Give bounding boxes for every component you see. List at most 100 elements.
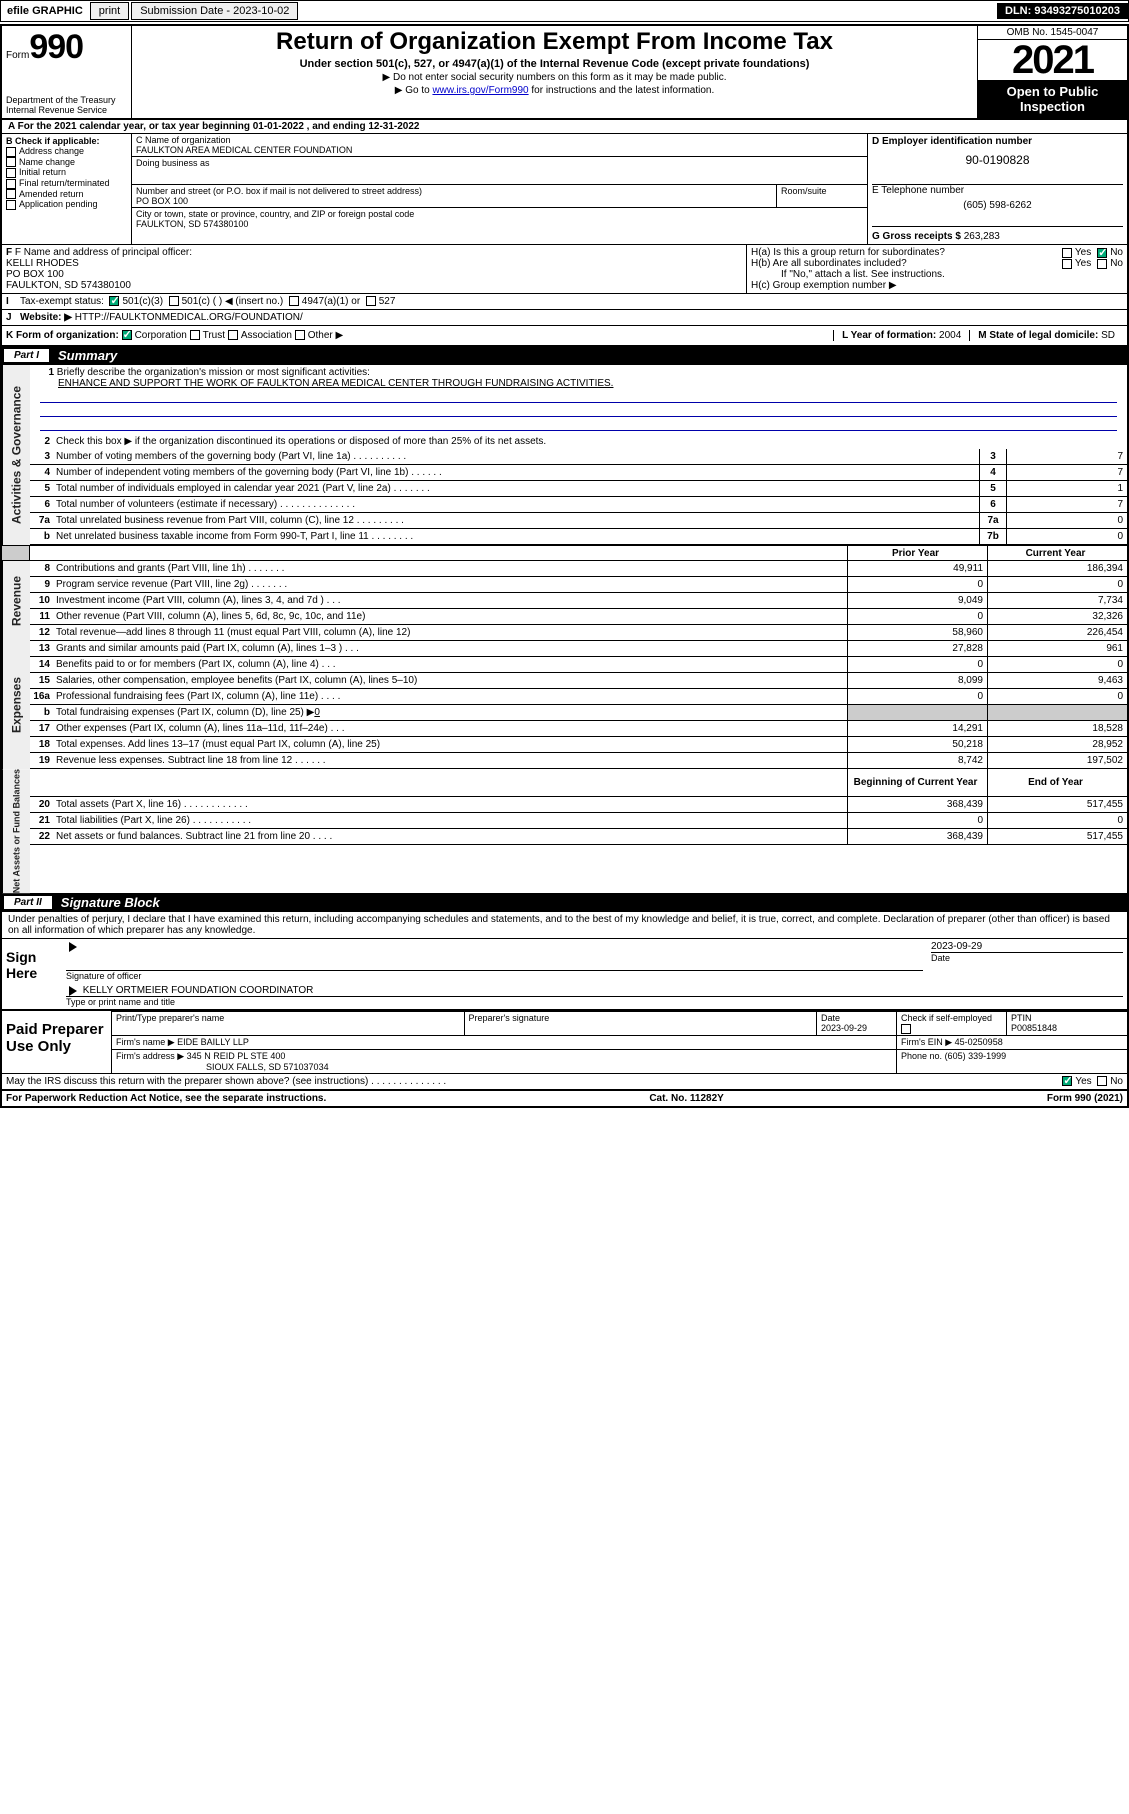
dba-cell: Doing business as	[132, 157, 867, 185]
line-2-discontinued: Check this box ▶ if the organization dis…	[54, 435, 1127, 448]
form-year-box: OMB No. 1545-0047 2021 Open to Public In…	[977, 26, 1127, 118]
line-17-text: Other expenses (Part IX, column (A), lin…	[54, 722, 847, 735]
chk-association[interactable]	[228, 330, 238, 340]
footer-catno: Cat. No. 11282Y	[649, 1093, 723, 1104]
perjury-declaration: Under penalties of perjury, I declare th…	[2, 912, 1127, 938]
chk-trust[interactable]	[190, 330, 200, 340]
firm-phone-label: Phone no.	[901, 1051, 942, 1061]
line-5-value: 1	[1007, 481, 1127, 496]
discuss-no-chk[interactable]	[1097, 1076, 1107, 1086]
line-16b-value: 0	[314, 707, 320, 718]
chk-4947[interactable]	[289, 296, 299, 306]
line-11-text: Other revenue (Part VIII, column (A), li…	[54, 610, 847, 623]
line-19-curr: 197,502	[987, 753, 1127, 768]
line-21-text: Total liabilities (Part X, line 26) . . …	[54, 814, 847, 827]
phone-value: (605) 598-6262	[872, 196, 1123, 215]
line-21-end: 0	[987, 813, 1127, 828]
col-end-year: End of Year	[987, 769, 1127, 796]
line-19-text: Revenue less expenses. Subtract line 18 …	[54, 754, 847, 767]
form-prefix: Form	[6, 50, 29, 61]
line-14-curr: 0	[987, 657, 1127, 672]
vtab-governance: Activities & Governance	[2, 365, 30, 545]
line-22-beg: 368,439	[847, 829, 987, 844]
room-label: Room/suite	[781, 186, 863, 196]
chk-amended-return[interactable]: Amended return	[6, 189, 127, 200]
city-label: City or town, state or province, country…	[136, 209, 863, 219]
part-1-header: Part I Summary	[2, 346, 1127, 365]
part-1-label: Part I	[3, 348, 50, 363]
line-7b-value: 0	[1007, 529, 1127, 544]
part-2-header: Part II Signature Block	[2, 893, 1127, 912]
form-id-box: Form990 Department of the Treasury Inter…	[2, 26, 132, 118]
expenses-section: Expenses 13Grants and similar amounts pa…	[2, 641, 1127, 769]
chk-501c[interactable]	[169, 296, 179, 306]
line-16b-text: Total fundraising expenses (Part IX, col…	[56, 707, 314, 718]
chk-501c3[interactable]	[109, 296, 119, 306]
line-7a-value: 0	[1007, 513, 1127, 528]
arrow-icon	[69, 942, 77, 952]
vtab-net-assets: Net Assets or Fund Balances	[2, 769, 30, 893]
firm-ein-label: Firm's EIN ▶	[901, 1037, 952, 1047]
chk-app-pending[interactable]: Application pending	[6, 199, 127, 210]
line-4-text: Number of independent voting members of …	[54, 466, 979, 479]
h-a-no-chk[interactable]	[1097, 248, 1107, 258]
box-c-org-info: C Name of organization FAULKTON AREA MED…	[132, 134, 867, 245]
h-b-no-chk[interactable]	[1097, 259, 1107, 269]
print-button[interactable]: print	[90, 2, 129, 20]
chk-initial-return[interactable]: Initial return	[6, 167, 127, 178]
firm-phone-value: (605) 339-1999	[945, 1051, 1007, 1061]
line-12-curr: 226,454	[987, 625, 1127, 640]
revenue-section: Revenue 8Contributions and grants (Part …	[2, 561, 1127, 641]
chk-corporation[interactable]	[122, 330, 132, 340]
section-bcd-row: B Check if applicable: Address change Na…	[2, 134, 1127, 245]
ein-label: D Employer identification number	[872, 136, 1123, 147]
sign-date-label: Date	[931, 952, 1123, 963]
note2-post: for instructions and the latest informat…	[529, 85, 715, 96]
line-16a-curr: 0	[987, 689, 1127, 704]
prep-date-label: Date	[821, 1013, 892, 1023]
line-6-value: 7	[1007, 497, 1127, 512]
chk-527[interactable]	[366, 296, 376, 306]
line-10-text: Investment income (Part VIII, column (A)…	[54, 594, 847, 607]
ptin-value: P00851848	[1011, 1023, 1123, 1033]
open-public-inspection: Open to Public Inspection	[978, 80, 1127, 118]
chk-other[interactable]	[295, 330, 305, 340]
chk-final-return[interactable]: Final return/terminated	[6, 178, 127, 189]
box-b-header: B Check if applicable:	[6, 136, 127, 146]
officer-print-name: KELLY ORTMEIER FOUNDATION COORDINATOR	[83, 985, 314, 996]
chk-self-employed[interactable]: Check if self-employed	[901, 1013, 992, 1033]
h-a-yes-chk[interactable]	[1062, 248, 1072, 258]
discuss-preparer-text: May the IRS discuss this return with the…	[6, 1076, 1062, 1087]
irs-label: Internal Revenue Service	[6, 105, 127, 115]
footer-paperwork: For Paperwork Reduction Act Notice, see …	[6, 1093, 326, 1104]
prep-date-value: 2023-09-29	[821, 1023, 892, 1033]
form-title-box: Return of Organization Exempt From Incom…	[132, 26, 977, 118]
irs-form990-link[interactable]: www.irs.gov/Form990	[432, 85, 528, 96]
sign-here-label: Sign Here	[2, 939, 62, 1009]
firm-addr1-value: 345 N REID PL STE 400	[187, 1051, 286, 1061]
line-4-value: 7	[1007, 465, 1127, 480]
form-header-row: Form990 Department of the Treasury Inter…	[2, 26, 1127, 120]
line-13-curr: 961	[987, 641, 1127, 656]
line-15-text: Salaries, other compensation, employee b…	[54, 674, 847, 687]
col-current-year: Current Year	[987, 546, 1127, 560]
chk-address-change[interactable]: Address change	[6, 146, 127, 157]
gross-receipts-value: 263,283	[964, 231, 1000, 242]
officer-addr1: PO BOX 100	[6, 269, 742, 280]
line-8-curr: 186,394	[987, 561, 1127, 576]
chk-name-change[interactable]: Name change	[6, 157, 127, 168]
part-2-label: Part II	[3, 895, 53, 910]
line-16b-curr-grey	[987, 705, 1127, 720]
line-18-prior: 50,218	[847, 737, 987, 752]
box-b-check-applicable: B Check if applicable: Address change Na…	[2, 134, 132, 245]
officer-name: KELLI RHODES	[6, 258, 742, 269]
prep-sig-label: Preparer's signature	[469, 1013, 813, 1023]
line-a-tax-year: A For the 2021 calendar year, or tax yea…	[2, 120, 1127, 134]
h-b-yes-chk[interactable]	[1062, 259, 1072, 269]
discuss-yes-chk[interactable]	[1062, 1076, 1072, 1086]
discuss-preparer-row: May the IRS discuss this return with the…	[2, 1073, 1127, 1089]
line-13-text: Grants and similar amounts paid (Part IX…	[54, 642, 847, 655]
submission-date-button[interactable]: Submission Date - 2023-10-02	[131, 2, 298, 20]
arrow-icon	[69, 986, 77, 996]
net-assets-section: Net Assets or Fund Balances Beginning of…	[2, 769, 1127, 893]
